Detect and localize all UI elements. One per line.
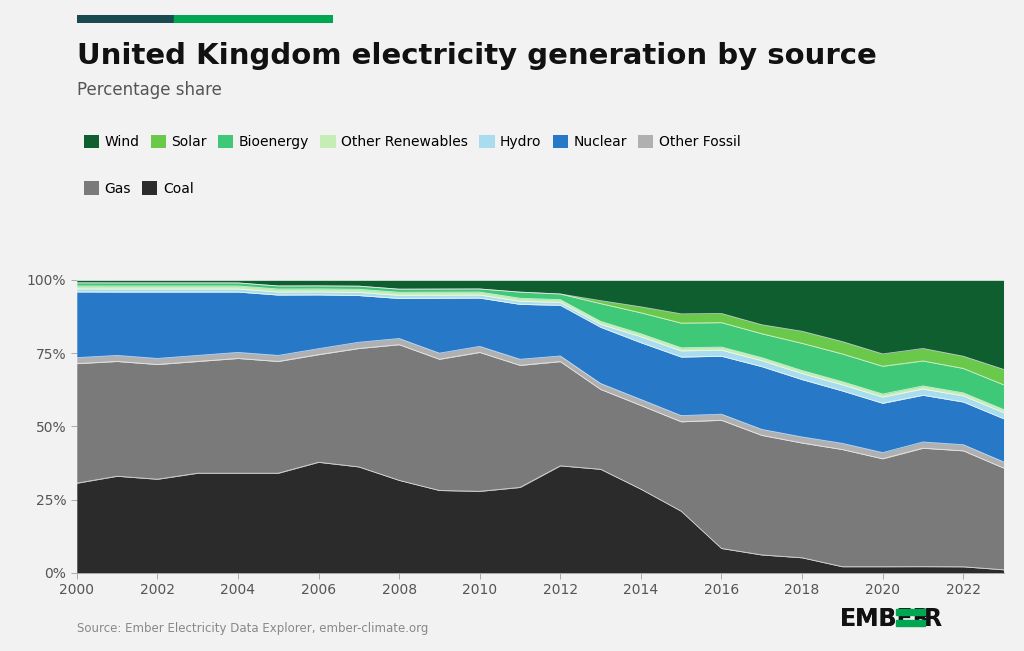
Text: Percentage share: Percentage share [77,81,221,100]
Text: EMB: EMB [840,607,897,631]
Text: Source: Ember Electricity Data Explorer, ember-climate.org: Source: Ember Electricity Data Explorer,… [77,622,428,635]
Text: R: R [924,607,942,631]
Legend: Gas, Coal: Gas, Coal [84,182,194,196]
Text: United Kingdom electricity generation by source: United Kingdom electricity generation by… [77,42,877,70]
Bar [174,15,333,23]
Text: EMBER: EMBER [840,607,932,631]
Bar [77,15,174,23]
